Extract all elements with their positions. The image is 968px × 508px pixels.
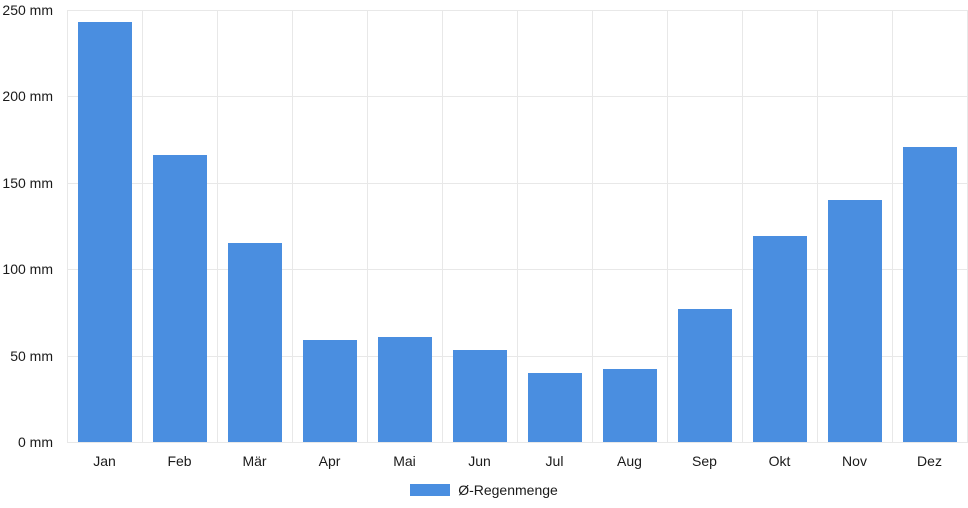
x-axis-tick-label: Sep — [692, 453, 717, 469]
legend: Ø-Regenmenge — [0, 483, 968, 497]
bar-nov[interactable] — [827, 200, 882, 442]
bar-jan[interactable] — [77, 22, 132, 442]
bar-aug[interactable] — [602, 369, 657, 442]
y-axis-tick-label: 150 mm — [2, 174, 53, 191]
gridline-vertical — [292, 10, 293, 443]
x-axis-tick-label: Aug — [617, 453, 642, 469]
bar-okt[interactable] — [752, 236, 807, 442]
y-axis-tick-label: 250 mm — [2, 2, 53, 18]
gridline-vertical — [742, 10, 743, 443]
y-axis-tick-label: 50 mm — [10, 347, 53, 364]
gridline-vertical — [592, 10, 593, 443]
gridline-vertical — [442, 10, 443, 443]
y-axis-tick-label: 0 mm — [18, 434, 53, 450]
legend-label: Ø-Regenmenge — [458, 482, 558, 498]
legend-swatch — [410, 484, 451, 496]
x-axis-tick-label: Mär — [242, 453, 267, 469]
gridline-vertical — [817, 10, 818, 443]
bar-feb[interactable] — [152, 155, 207, 442]
x-axis-tick-label: Jan — [93, 453, 116, 469]
bar-dez[interactable] — [902, 146, 957, 442]
y-axis-tick-label: 200 mm — [2, 88, 53, 105]
bar-jul[interactable] — [527, 372, 582, 442]
gridline-vertical — [892, 10, 893, 443]
legend-item-regenmenge[interactable]: Ø-Regenmenge — [410, 483, 558, 497]
x-axis-tick-label: Jun — [468, 453, 491, 469]
bar-mai[interactable] — [377, 336, 432, 442]
bar-sep[interactable] — [677, 308, 732, 442]
x-axis-tick-label: Nov — [842, 453, 867, 469]
x-axis-tick-label: Apr — [318, 453, 341, 469]
gridline-vertical — [217, 10, 218, 443]
gridline-vertical — [667, 10, 668, 443]
bar-apr[interactable] — [302, 340, 357, 442]
x-axis-tick-label: Dez — [917, 453, 942, 469]
x-axis-tick-label: Jul — [545, 453, 564, 469]
x-axis-tick-label: Mai — [393, 453, 416, 469]
gridline-vertical — [517, 10, 518, 443]
x-axis-tick-label: Okt — [768, 453, 791, 469]
x-axis-tick-label: Feb — [167, 453, 192, 469]
bar-jun[interactable] — [452, 350, 507, 442]
gridline-vertical — [367, 10, 368, 443]
bar-mär[interactable] — [227, 243, 282, 442]
y-axis-tick-label: 100 mm — [2, 261, 53, 278]
plot-area — [67, 10, 968, 443]
gridline-vertical — [67, 10, 68, 443]
gridline-vertical — [142, 10, 143, 443]
